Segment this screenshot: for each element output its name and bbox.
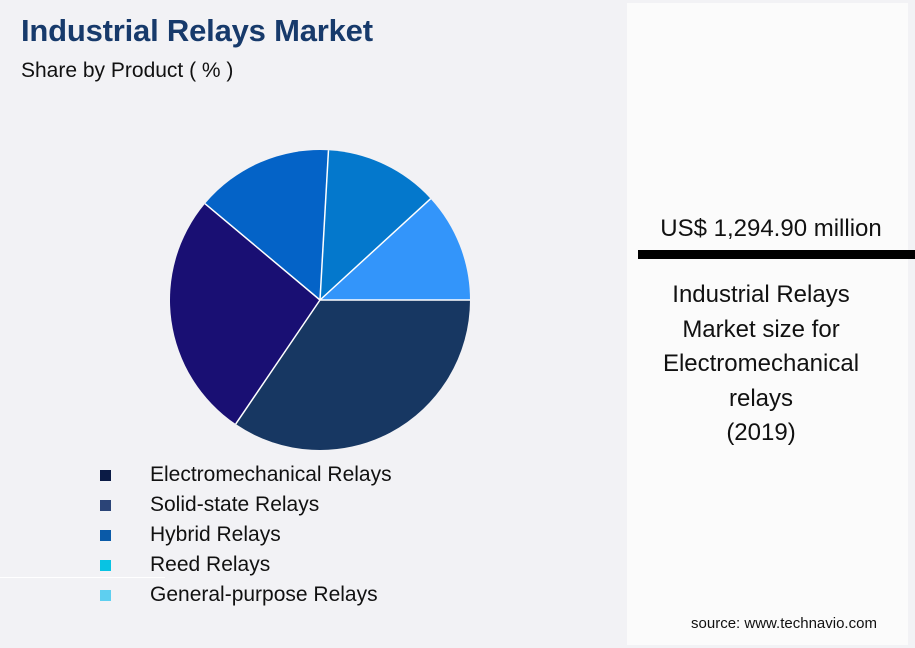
- slice-separator: [204, 203, 321, 301]
- pie-slice-general-purpose-relays: [320, 198, 470, 300]
- legend-item-hybrid: Hybrid Relays: [100, 520, 392, 550]
- pie-chart-svg: [169, 150, 470, 450]
- slice-separator: [319, 198, 432, 301]
- legend-item-electromechanical: Electromechanical Relays: [100, 460, 392, 490]
- legend-label: Reed Relays: [150, 553, 271, 576]
- legend-marker-icon: [100, 559, 111, 571]
- legend-item-general-purpose: General-purpose Relays: [100, 580, 392, 610]
- caption-line: relays: [728, 384, 794, 412]
- pie-slice-solid-state-relays: [169, 203, 320, 425]
- market-size-value: US$ 1,294.90 million: [660, 215, 882, 242]
- caption-line: Electromechanical: [662, 350, 860, 377]
- divider-line: [0, 577, 165, 578]
- source-credit: source: www.technavio.com: [691, 615, 877, 632]
- legend-marker-icon: [100, 499, 111, 511]
- legend-marker-icon: [100, 589, 111, 601]
- chart-title: Industrial Relays Market: [21, 13, 373, 48]
- caption-line: (2019): [726, 419, 796, 446]
- legend-item-solid-state: Solid-state Relays: [100, 490, 392, 520]
- pie-slice-reed-relays: [320, 150, 431, 300]
- legend-marker-icon: [100, 469, 111, 481]
- market-size-caption: Industrial Relays Market size for Electr…: [627, 278, 895, 451]
- chart-subtitle: Share by Product ( % ): [21, 59, 234, 82]
- legend: Electromechanical Relays Solid-state Rel…: [100, 460, 392, 610]
- caption-line: Industrial Relays: [672, 281, 850, 308]
- legend-item-reed: Reed Relays: [100, 550, 392, 580]
- legend-label: Hybrid Relays: [150, 523, 281, 546]
- legend-label: Electromechanical Relays: [150, 463, 392, 486]
- slice-separator: [319, 150, 330, 301]
- side-panel: US$ 1,294.90 million Industrial Relays M…: [627, 3, 915, 645]
- value-underline-bar: [638, 250, 915, 259]
- pie-slice-electromechanical-relays: [235, 300, 470, 450]
- legend-label: General-purpose Relays: [150, 583, 378, 606]
- legend-marker-icon: [100, 529, 111, 541]
- slice-separator: [235, 299, 321, 425]
- pie-chart: [168, 148, 472, 452]
- legend-label: Solid-state Relays: [150, 493, 320, 516]
- caption-line: Market size for: [682, 315, 840, 343]
- pie-slice-hybrid-relays: [205, 150, 329, 300]
